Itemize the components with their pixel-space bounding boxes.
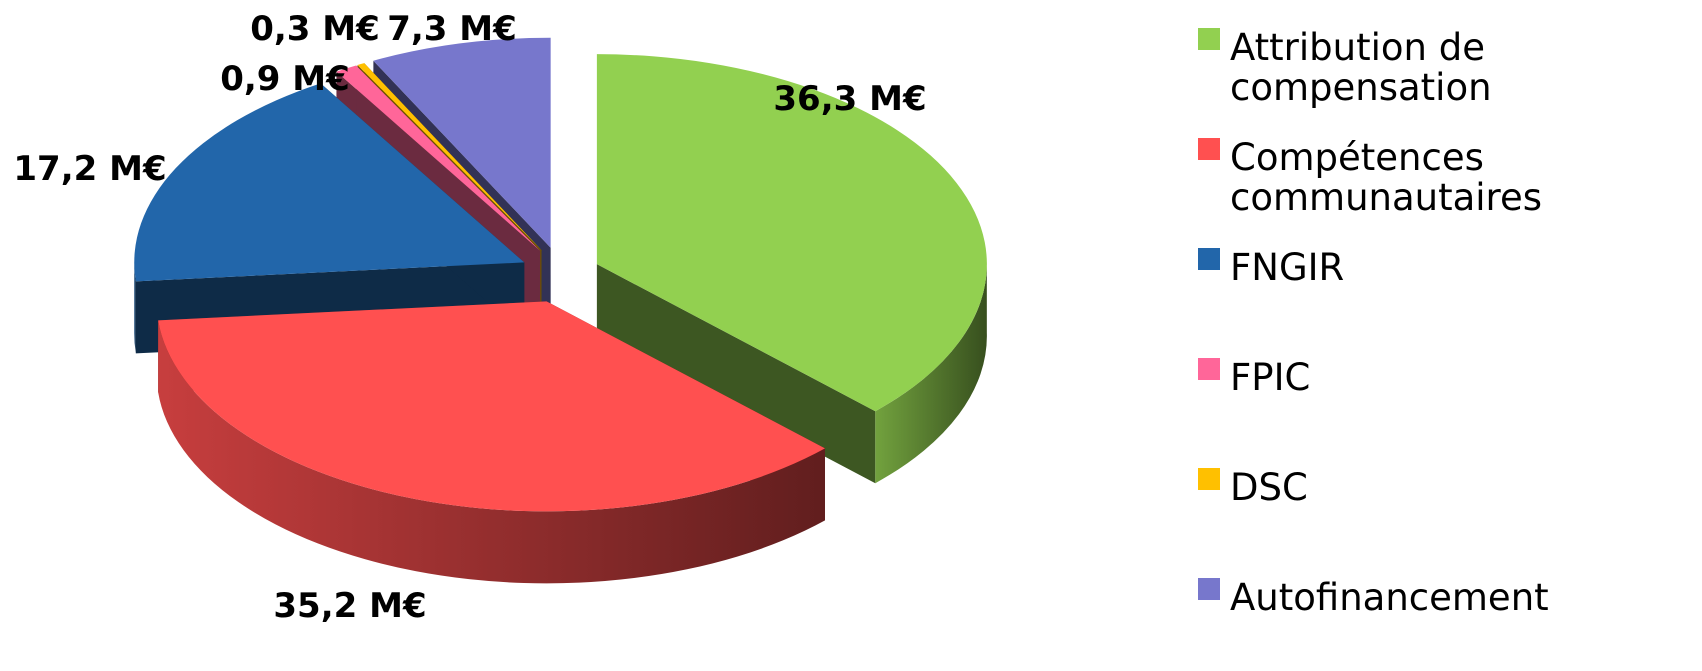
legend-swatch: [1198, 138, 1220, 160]
legend-label: FNGIR: [1230, 246, 1344, 289]
slice-side: [158, 320, 825, 584]
legend-item-dsc: DSC: [1198, 466, 1308, 509]
slice-competences-communautaires: [158, 301, 825, 584]
data-label-attribution-de-compensation: 36,3 M€: [773, 79, 926, 119]
legend-swatch: [1198, 358, 1220, 380]
legend-swatch: [1198, 578, 1220, 600]
legend-item-fpic: FPIC: [1198, 356, 1310, 399]
legend-swatch: [1198, 28, 1220, 50]
legend-label: FPIC: [1230, 356, 1310, 399]
legend-label: DSC: [1230, 466, 1308, 509]
legend-swatch: [1198, 468, 1220, 490]
data-labels: 36,3 M€ 35,2 M€ 17,2 M€ 0,9 M€ 0,3 M€ 7,3 M€: [13, 9, 926, 626]
legend-item-fngir: FNGIR: [1198, 246, 1344, 289]
legend-swatch: [1198, 248, 1220, 270]
data-label-dsc: 0,3 M€: [250, 9, 380, 49]
slices-layer: [134, 37, 987, 584]
legend-label: communautaires: [1230, 176, 1542, 219]
legend-label: Attribution de: [1230, 26, 1485, 69]
slice-top: [596, 54, 987, 412]
legend-label: compensation: [1230, 66, 1492, 109]
data-label-fngir: 17,2 M€: [13, 149, 166, 189]
slice-side: [134, 261, 136, 354]
legend-label: Autofinancement: [1230, 576, 1549, 619]
slice-side: [875, 260, 987, 484]
slice-attribution-de-compensation: [596, 54, 987, 484]
data-label-fpic: 0,9 M€: [220, 59, 350, 99]
legend: Attribution decompensationCompétencescom…: [1198, 26, 1549, 619]
slice-top: [357, 63, 542, 251]
slice-top: [373, 37, 551, 248]
data-label-autofinancement: 7,3 M€: [387, 9, 517, 49]
legend-item-autofinancement: Autofinancement: [1198, 576, 1549, 619]
slice-top: [336, 65, 541, 251]
slice-wall: [596, 264, 876, 484]
data-label-competences-communautaires: 35,2 M€: [273, 586, 426, 626]
slice-top: [134, 83, 525, 282]
slice-top: [158, 301, 825, 512]
legend-label: Compétences: [1230, 136, 1484, 179]
